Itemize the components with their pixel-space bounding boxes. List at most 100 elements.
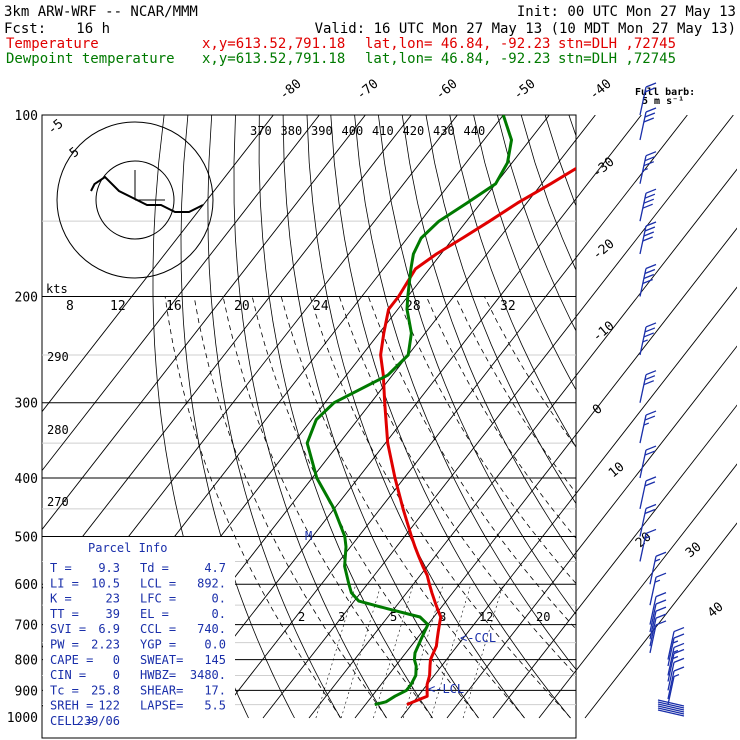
mixing-ratio-label: 12 — [479, 610, 493, 624]
fcst-value: 16 h — [76, 21, 110, 37]
dewpoint-legend-xy: x,y=613.52,791.18 — [202, 51, 345, 67]
theta-top-label: 390 — [311, 124, 333, 138]
parcel-info-cell: SHEAR= — [140, 683, 183, 697]
parcel-info-cell: 122 — [98, 699, 120, 713]
wind-barb — [639, 410, 657, 444]
parcel-info-cell: 6.9 — [98, 622, 120, 636]
valid-time: Valid: 16 UTC Mon 27 May 13 (10 MDT Mon … — [315, 21, 736, 37]
dry-adiabat — [593, 115, 740, 718]
init-time: Init: 00 UTC Mon 27 May 13 — [517, 4, 736, 20]
dry-adiabat — [617, 115, 740, 718]
dry-adiabat — [449, 115, 576, 448]
isotherm — [42, 115, 412, 590]
wind-barb — [639, 221, 657, 255]
isotherm — [216, 115, 688, 719]
wind-barb — [667, 666, 685, 700]
moist-adiabat — [426, 296, 576, 539]
lcl-marker: <-LCL — [428, 682, 464, 696]
parcel-info-cell: LFC = — [140, 592, 176, 606]
temperature-profile-line — [379, 166, 576, 706]
moist-adiabat — [193, 296, 387, 719]
pressure-tick-label: 1000 — [7, 711, 38, 726]
parcel-info-cell: LAPSE= — [140, 699, 183, 713]
dewpoint-legend-label: Dewpoint temperature — [6, 51, 175, 67]
kts-label: kts — [46, 282, 68, 296]
isotherm-label: 40 — [705, 600, 727, 622]
parcel-info-cell: YGP = — [140, 638, 176, 652]
hodograph-ring-inner — [95, 160, 175, 240]
parcel-info-box: Parcel Info T = 9.3 Td = 4.7 LI = 10.5 LCL = 89… — [43, 537, 235, 737]
pressure-tick-label: 800 — [15, 654, 38, 669]
plot-frame — [41, 114, 577, 739]
mixing-ratio-label: 5 — [390, 610, 397, 624]
theta-e-label: 32 — [500, 299, 516, 314]
wind-barb — [639, 107, 657, 141]
isotherm-label: -80 — [277, 76, 305, 103]
theta-top-label: 400 — [342, 124, 364, 138]
isotherm — [262, 115, 734, 719]
pressure-tick-label: 400 — [15, 472, 38, 487]
isotherm-label: -10 — [590, 318, 618, 345]
sounding-series — [305, 115, 576, 707]
moist-adiabat — [309, 296, 571, 719]
parcel-info-cell: T = — [50, 561, 72, 575]
parcel-info-cell: 25.8 — [91, 683, 120, 697]
dry-adiabat — [497, 115, 576, 332]
parcel-info-cell: 239/06 — [77, 714, 120, 728]
wind-barb — [667, 673, 680, 705]
wind-barb — [649, 591, 667, 625]
theta-top-label: 440 — [464, 124, 486, 138]
parcel-info-cell: 10.5 — [91, 576, 120, 590]
pressure-tick-label: 900 — [15, 684, 38, 699]
isotherm-label: -70 — [354, 76, 382, 103]
wind-barb — [639, 503, 657, 537]
isotherm-label: 0 — [590, 402, 606, 419]
parcel-info-cell: 740. — [197, 622, 226, 636]
wind-legend-line2: 5 m s⁻¹ — [642, 96, 684, 107]
temperature-legend-label: Temperature — [6, 36, 99, 52]
parcel-info-title: Parcel Info — [88, 541, 167, 555]
pressure-tick-label: 200 — [15, 291, 38, 306]
isotherm — [584, 522, 737, 719]
parcel-info-cell: SVI = — [50, 622, 86, 636]
parcel-info-cell: 17. — [204, 683, 226, 697]
wind-barb — [667, 657, 685, 691]
dry-adiabat — [378, 115, 576, 616]
parcel-info-cell: 3480. — [190, 668, 226, 682]
theta-top-label: 380 — [281, 124, 303, 138]
parcel-info-cell: CELL = — [50, 714, 93, 728]
temperature-legend-xy: x,y=613.52,791.18 — [202, 36, 345, 52]
temperature-legend-latlon: lat,lon= 46.84, -92.23 — [365, 36, 550, 52]
model-title: 3km ARW-WRF -- NCAR/MMM — [4, 4, 198, 20]
moist-adiabat — [222, 296, 433, 719]
m-marker: M — [305, 529, 312, 543]
mixing-ratio-label: 8 — [439, 610, 446, 624]
parcel-info-cell: CCL = — [140, 622, 176, 636]
parcel-info-cell: 9.3 — [98, 561, 120, 575]
parcel-info-cell: TT = — [50, 607, 79, 621]
dry-adiabat — [401, 115, 576, 560]
theta-top-label: 420 — [403, 124, 425, 138]
isotherm — [42, 115, 274, 413]
wind-barb — [639, 476, 657, 510]
wind-barb — [667, 626, 685, 660]
dry-adiabat — [306, 115, 525, 719]
theta-left-label: 290 — [47, 350, 69, 364]
dry-adiabat — [233, 115, 387, 719]
wind-barb — [639, 370, 657, 403]
wind-barb — [667, 642, 685, 676]
mixing-ratio-line — [430, 584, 472, 719]
isotherm — [446, 345, 737, 719]
theta-top-label: 370 — [250, 124, 272, 138]
parcel-info-cell: EL = — [140, 607, 169, 621]
moist-adiabat — [367, 296, 576, 630]
parcel-info-cell: 5.5 — [204, 699, 226, 713]
temperature-legend-stn: stn=DLH ,72745 — [558, 36, 676, 52]
isotherm — [354, 227, 737, 719]
hodograph-ring-outer — [56, 121, 214, 279]
hodograph-tick-label: -5 — [45, 117, 67, 139]
theta-top-label: 410 — [372, 124, 394, 138]
isotherm-label: -20 — [590, 236, 618, 263]
